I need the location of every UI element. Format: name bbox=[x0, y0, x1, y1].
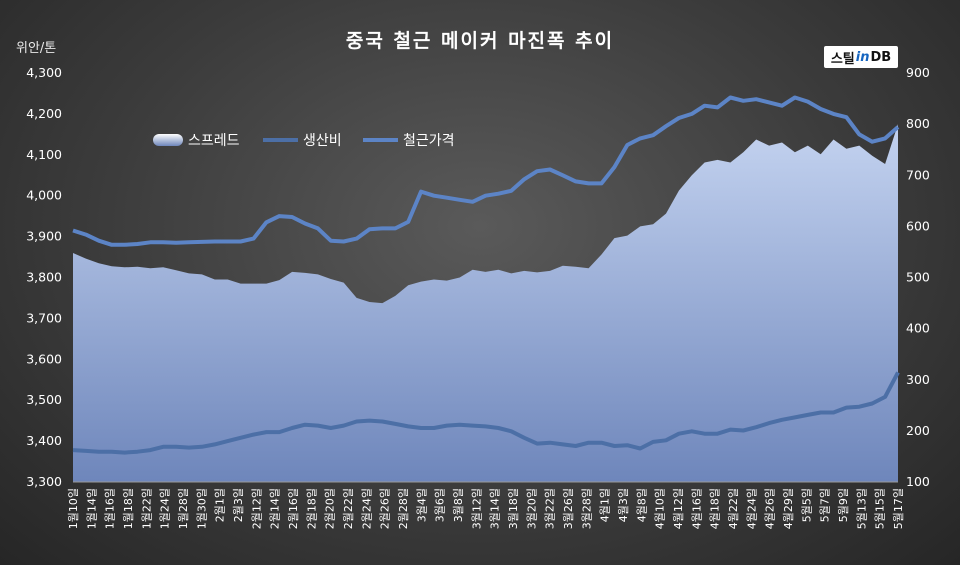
x-tick-label: 2월3일 bbox=[231, 488, 245, 522]
steelindb-logo: 스틸 in DB bbox=[824, 46, 898, 68]
y-left-tick-label: 3,500 bbox=[26, 392, 62, 407]
x-tick-label: 3월12일 bbox=[469, 488, 483, 529]
y-right-tick-label: 900 bbox=[906, 65, 930, 80]
y-right-tick-label: 800 bbox=[906, 116, 930, 131]
series-spread-area bbox=[73, 124, 898, 482]
y-left-tick-label: 4,000 bbox=[26, 188, 62, 203]
x-tick-label: 1월28일 bbox=[176, 488, 190, 529]
x-tick-label: 1월24일 bbox=[158, 488, 172, 529]
x-tick-label: 2월24일 bbox=[359, 488, 373, 529]
x-tick-label: 4월1일 bbox=[598, 488, 612, 522]
x-tick-label: 3월20일 bbox=[524, 488, 538, 529]
logo-prefix: 스틸 bbox=[830, 51, 855, 67]
x-tick-label: 5월17일 bbox=[891, 488, 905, 529]
x-tick-label: 2월20일 bbox=[323, 488, 337, 529]
x-tick-label: 4월3일 bbox=[616, 488, 630, 522]
x-tick-label: 4월16일 bbox=[689, 488, 703, 529]
legend-label-cost: 생산비 bbox=[303, 133, 342, 149]
x-tick-label: 1월16일 bbox=[103, 488, 117, 529]
logo-mid: in bbox=[855, 49, 870, 65]
x-tick-label: 2월22일 bbox=[341, 488, 355, 529]
y-right-tick-label: 500 bbox=[906, 270, 930, 285]
x-tick-label: 1월10일 bbox=[66, 488, 80, 529]
x-tick-label: 4월24일 bbox=[744, 488, 758, 529]
y-right-tick-label: 100 bbox=[906, 474, 930, 489]
unit-label: 위안/톤 bbox=[16, 41, 57, 56]
y-right-tick-label: 200 bbox=[906, 423, 930, 438]
x-tick-label: 3월28일 bbox=[579, 488, 593, 529]
x-tick-label: 4월10일 bbox=[653, 488, 667, 529]
y-right-tick-label: 300 bbox=[906, 372, 930, 387]
series-price-line bbox=[72, 95, 900, 247]
x-tick-label: 5월13일 bbox=[854, 488, 868, 529]
chart-title: 중국 철근 메이커 마진폭 추이 bbox=[345, 30, 615, 52]
x-tick-label: 4월29일 bbox=[781, 488, 795, 529]
y-right-tick-label: 400 bbox=[906, 321, 930, 336]
y-left-tick-label: 3,400 bbox=[26, 433, 62, 448]
x-tick-label: 3월26일 bbox=[561, 488, 575, 529]
x-tick-label: 2월16일 bbox=[286, 488, 300, 529]
y-left-tick-label: 4,300 bbox=[26, 65, 62, 80]
x-tick-label: 3월18일 bbox=[506, 488, 520, 529]
legend-label-spread: 스프레드 bbox=[188, 133, 240, 149]
x-tick-label: 2월1일 bbox=[213, 488, 227, 522]
x-tick-label: 2월12일 bbox=[249, 488, 263, 529]
x-tick-label: 4월12일 bbox=[671, 488, 685, 529]
y-left-tick-label: 3,900 bbox=[26, 229, 62, 244]
y-left-tick-label: 4,100 bbox=[26, 147, 62, 162]
x-tick-label: 1월22일 bbox=[139, 488, 153, 529]
x-tick-label: 1월30일 bbox=[194, 488, 208, 529]
y-left-tick-label: 3,600 bbox=[26, 351, 62, 366]
y-left-tick-label: 3,800 bbox=[26, 270, 62, 285]
y-right-tick-label: 600 bbox=[906, 218, 930, 233]
x-tick-label: 5월9일 bbox=[836, 488, 850, 522]
x-tick-label: 4월26일 bbox=[763, 488, 777, 529]
legend-label-price: 철근가격 bbox=[403, 133, 455, 149]
x-tick-label: 3월8일 bbox=[451, 488, 465, 522]
x-tick-label: 3월14일 bbox=[488, 488, 502, 529]
y-left-tick-label: 3,700 bbox=[26, 310, 62, 325]
logo-suffix: DB bbox=[870, 49, 892, 65]
x-tick-label: 4월18일 bbox=[708, 488, 722, 529]
x-tick-label: 2월18일 bbox=[304, 488, 318, 529]
y-left-tick-label: 3,300 bbox=[26, 474, 62, 489]
x-tick-label: 2월14일 bbox=[268, 488, 282, 529]
x-tick-label: 4월22일 bbox=[726, 488, 740, 529]
y-right-tick-label: 700 bbox=[906, 167, 930, 182]
x-tick-label: 1월14일 bbox=[84, 488, 98, 529]
y-left-tick-label: 4,200 bbox=[26, 106, 62, 121]
x-tick-label: 3월22일 bbox=[543, 488, 557, 529]
x-tick-label: 2월26일 bbox=[378, 488, 392, 529]
x-tick-label: 3월4일 bbox=[414, 488, 428, 522]
legend-swatch-spread bbox=[153, 134, 183, 146]
x-tick-label: 5월15일 bbox=[873, 488, 887, 529]
x-tick-label: 5월7일 bbox=[818, 488, 832, 522]
x-tick-label: 1월18일 bbox=[121, 488, 135, 529]
x-tick-label: 4월8일 bbox=[634, 488, 648, 522]
x-tick-label: 5월5일 bbox=[799, 488, 813, 522]
x-tick-label: 2월28일 bbox=[396, 488, 410, 529]
x-tick-label: 3월6일 bbox=[433, 488, 447, 522]
series-cost-line bbox=[72, 371, 900, 455]
